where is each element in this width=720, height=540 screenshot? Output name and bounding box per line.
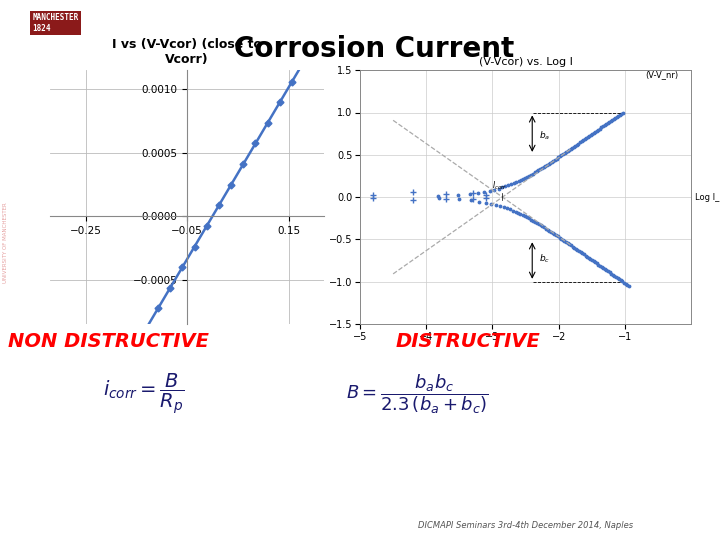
Text: DICMAPI Seminars 3rd-4th December 2014, Naples: DICMAPI Seminars 3rd-4th December 2014, … [418, 521, 633, 530]
Text: NON DISTRUCTIVE: NON DISTRUCTIVE [7, 332, 209, 351]
Title: (V-Vcor) vs. Log I: (V-Vcor) vs. Log I [479, 57, 572, 66]
Text: $b_a$: $b_a$ [539, 129, 550, 141]
Text: DISTRUCTIVE: DISTRUCTIVE [395, 332, 541, 351]
Text: MANCHESTER
1824: MANCHESTER 1824 [32, 14, 78, 33]
Text: $B = \dfrac{b_a b_c}{2.3\,(b_a+b_c)}$: $B = \dfrac{b_a b_c}{2.3\,(b_a+b_c)}$ [346, 373, 489, 416]
Text: $i_{corr} = \dfrac{B}{R_p}$: $i_{corr} = \dfrac{B}{R_p}$ [103, 372, 185, 416]
Text: (V-V_nr): (V-V_nr) [645, 70, 678, 79]
Text: UNIVERSITY OF MANCHESTER: UNIVERSITY OF MANCHESTER [4, 202, 8, 284]
Text: Corrosion Current: Corrosion Current [234, 35, 515, 63]
Text: Log I_meas: Log I_meas [695, 193, 720, 201]
Text: $b_c$: $b_c$ [539, 253, 550, 265]
Title: I vs (V-Vcor) (close to
Vcorr): I vs (V-Vcor) (close to Vcorr) [112, 38, 262, 66]
Text: $I_{corr}$: $I_{corr}$ [492, 180, 507, 192]
